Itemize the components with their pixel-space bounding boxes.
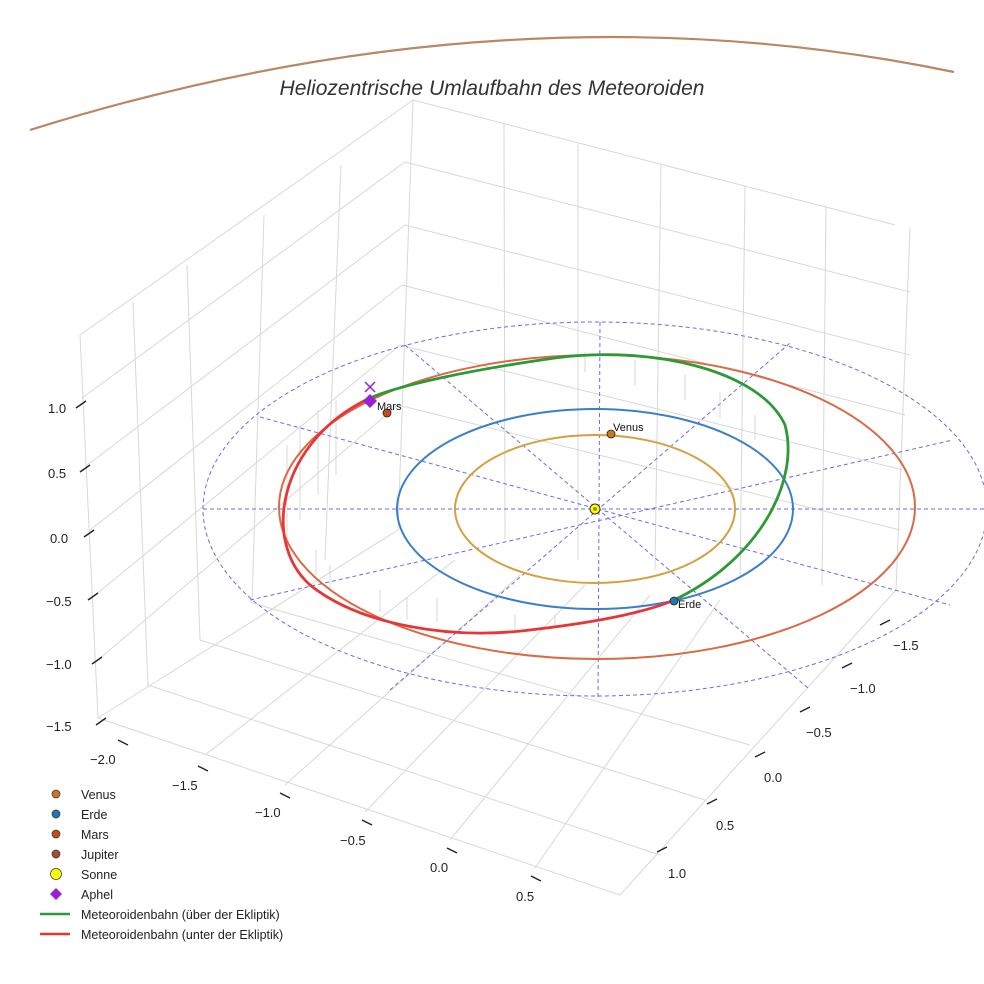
legend-jupiter-marker bbox=[51, 849, 61, 859]
x-axis-ticks bbox=[117, 739, 542, 882]
y-tick-1: −1.5 bbox=[893, 638, 919, 653]
drop-lines bbox=[286, 352, 756, 632]
erde-orbit bbox=[396, 408, 794, 610]
legend-venus-marker bbox=[51, 789, 61, 799]
axes-panes bbox=[79, 99, 911, 896]
z-tick-1: 1.0 bbox=[48, 401, 66, 416]
meteoroid-orbit-above bbox=[369, 353, 790, 603]
erde-marker bbox=[669, 596, 679, 606]
x-tick-4: −0.5 bbox=[340, 833, 366, 848]
y-tick-2: −1.0 bbox=[850, 681, 876, 696]
x-tick-1: −2.0 bbox=[90, 752, 116, 767]
legend-erde-label: Erde bbox=[81, 808, 107, 822]
aphel-projection-marker bbox=[364, 381, 376, 393]
z-tick-3: 0.0 bbox=[50, 531, 68, 546]
legend-erde-marker bbox=[51, 809, 61, 819]
legend-below-label: Meteoroidenbahn (unter der Ekliptik) bbox=[81, 928, 283, 942]
z-tick-4: −0.5 bbox=[46, 594, 72, 609]
y-tick-6: 1.0 bbox=[668, 866, 686, 881]
jupiter-orbit-arc bbox=[29, 35, 955, 132]
venus-label: Venus bbox=[613, 422, 644, 434]
legend-mars-marker bbox=[51, 829, 61, 839]
mars-marker bbox=[382, 408, 392, 418]
legend-venus-label: Venus bbox=[81, 788, 116, 802]
z-tick-6: −1.5 bbox=[46, 719, 72, 734]
sonne-center bbox=[593, 507, 597, 511]
y-axis-ticks bbox=[656, 619, 891, 853]
x-tick-6: 0.5 bbox=[516, 889, 534, 904]
erde-label: Erde bbox=[678, 599, 701, 611]
aphel-marker bbox=[363, 394, 377, 408]
chart-title: Heliozentrische Umlaufbahn des Meteoroid… bbox=[280, 77, 705, 100]
x-tick-3: −1.0 bbox=[255, 805, 281, 820]
z-axis-ticks bbox=[75, 400, 107, 726]
z-tick-2: 0.5 bbox=[48, 466, 66, 481]
meteoroid-orbit-below bbox=[281, 396, 673, 635]
y-tick-3: −0.5 bbox=[806, 725, 832, 740]
y-tick-4: 0.0 bbox=[764, 770, 782, 785]
legend-aphel-label: Aphel bbox=[81, 888, 113, 902]
legend-above-label: Meteoroidenbahn (über der Ekliptik) bbox=[81, 908, 280, 922]
legend-mars-label: Mars bbox=[81, 828, 109, 842]
venus-orbit bbox=[454, 434, 736, 584]
legend-jupiter-label: Jupiter bbox=[81, 848, 119, 862]
x-tick-5: 0.0 bbox=[430, 860, 448, 875]
legend: Venus Erde Mars Jupiter Sonne Aphel Mete… bbox=[40, 788, 283, 942]
legend-sonne-marker bbox=[50, 868, 62, 880]
mars-label: Mars bbox=[377, 401, 402, 413]
venus-marker bbox=[606, 429, 616, 439]
legend-aphel-marker bbox=[50, 888, 62, 900]
legend-sonne-label: Sonne bbox=[81, 868, 117, 882]
ecliptic-reference-grid bbox=[202, 321, 984, 701]
z-tick-5: −1.0 bbox=[46, 657, 72, 672]
y-tick-5: 0.5 bbox=[716, 818, 734, 833]
x-tick-2: −1.5 bbox=[172, 778, 198, 793]
